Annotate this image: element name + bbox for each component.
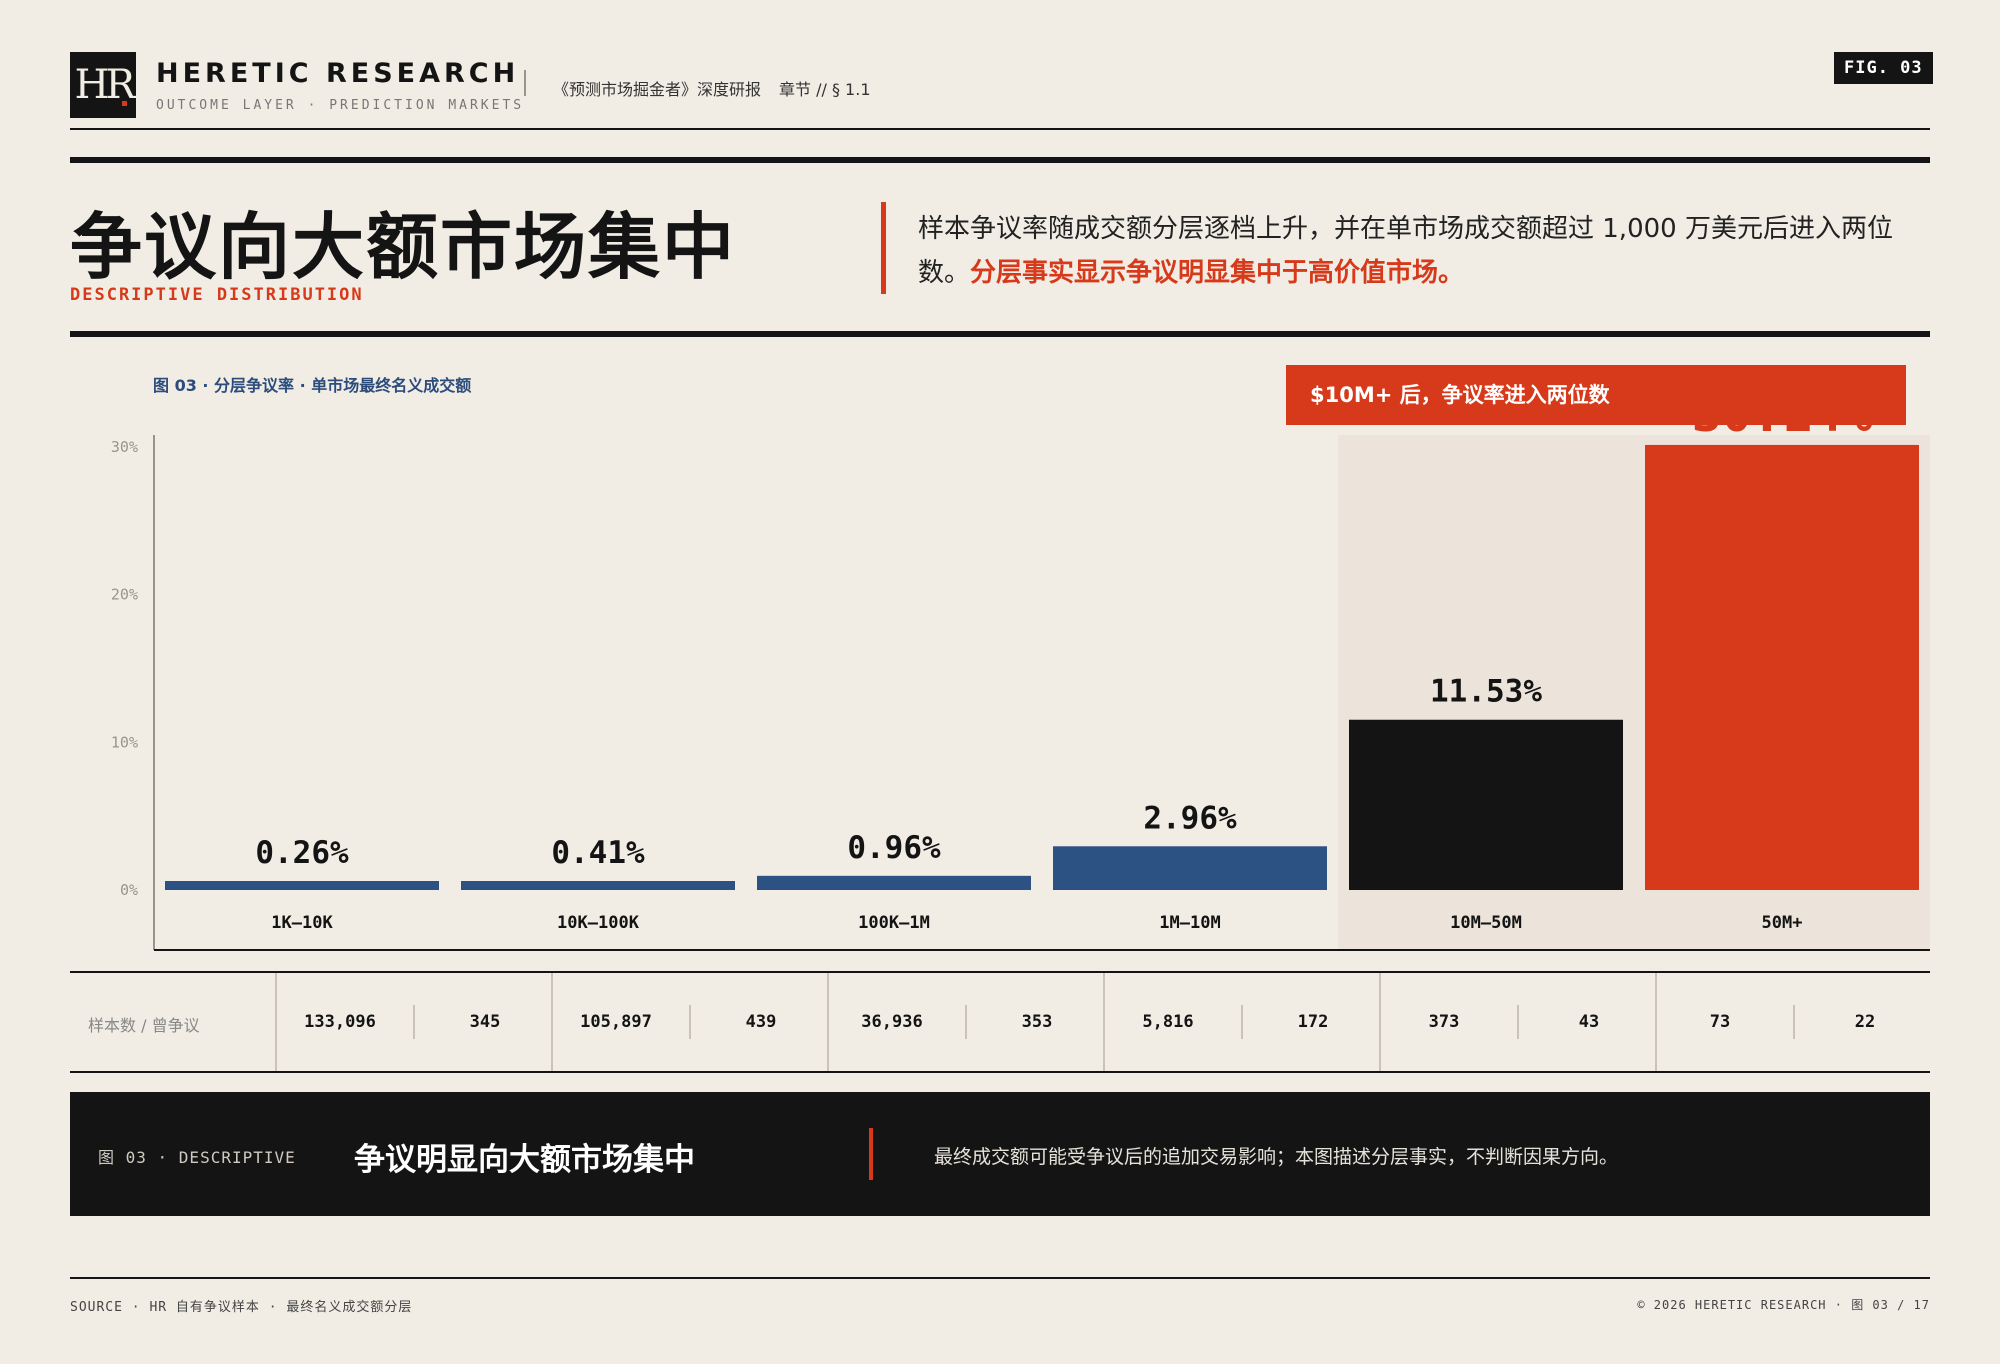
disputed-count: 345 — [469, 1012, 501, 1032]
bar — [1053, 846, 1327, 890]
y-tick-label: 20% — [111, 586, 138, 604]
table-divider — [551, 973, 553, 1071]
bar — [1645, 444, 1919, 890]
page-description: 样本争议率随成交额分层逐档上升，并在单市场成交额超过 1,000 万美元后进入两… — [918, 207, 1930, 295]
table-divider — [1103, 973, 1105, 1071]
table-divider — [275, 973, 277, 1071]
logo: HR — [70, 52, 136, 118]
source-note: SOURCE · HR 自有争议样本 · 最终名义成交额分层 — [70, 1300, 413, 1315]
band-accent-bar — [869, 1128, 873, 1180]
sample-count: 373 — [1428, 1012, 1460, 1032]
x-tick-label: 1K–10K — [271, 913, 333, 933]
header-divider — [524, 70, 526, 96]
table-divider — [1379, 973, 1381, 1071]
table-bottom-rule — [70, 1071, 1930, 1073]
y-tick-label: 30% — [111, 438, 138, 456]
breadcrumb: 《预测市场掘金者》深度研报 章节 // § 1.1 — [553, 76, 871, 100]
disputed-count: 439 — [745, 1012, 777, 1032]
copyright: © 2026 HERETIC RESEARCH · 图 03 / 17 — [1637, 1298, 1930, 1312]
report-name: 《预测市场掘金者》深度研报 — [553, 80, 762, 99]
figure-badge: FIG. 03 — [1834, 52, 1933, 84]
brand-name: HERETIC RESEARCH — [156, 58, 520, 89]
data-label: 0.96% — [847, 830, 941, 866]
bar — [757, 875, 1031, 890]
disputed-count: 172 — [1297, 1012, 1329, 1032]
page-subtitle: DESCRIPTIVE DISTRIBUTION — [70, 285, 364, 305]
page-title: 争议向大额市场集中 — [70, 205, 737, 289]
x-tick-label: 1M–10M — [1159, 913, 1220, 933]
callout-banner: $10M+ 后，争议率进入两位数 — [1286, 365, 1906, 425]
x-tick-label: 10M–50M — [1450, 913, 1522, 933]
data-label: 0.26% — [255, 835, 349, 871]
bar — [1349, 719, 1623, 890]
sample-count: 105,897 — [580, 1012, 652, 1032]
bar — [461, 881, 735, 890]
band-tag: 图 03 · DESCRIPTIVE — [98, 1148, 296, 1167]
data-label: 2.96% — [1143, 800, 1237, 836]
logo-dot — [122, 101, 127, 106]
footer-rule — [70, 1277, 1930, 1279]
table-divider — [1793, 1005, 1795, 1039]
brand-subtitle: OUTCOME LAYER · PREDICTION MARKETS — [156, 98, 525, 113]
y-tick-label: 10% — [111, 733, 138, 751]
disputed-count: 22 — [1854, 1012, 1876, 1032]
x-tick-label: 10K–100K — [557, 913, 640, 933]
section-label: 章节 // § 1.1 — [779, 80, 871, 99]
y-tick-label: 0% — [120, 881, 138, 899]
title-top-rule — [70, 157, 1930, 163]
band-title: 争议明显向大额市场集中 — [354, 1142, 695, 1178]
band-note: 最终成交额可能受争议后的追加交易影响；本图描述分层事实，不判断因果方向。 — [934, 1146, 1619, 1168]
table-row-label: 样本数 / 曾争议 — [88, 1016, 200, 1035]
table-divider — [1517, 1005, 1519, 1039]
table-divider — [413, 1005, 415, 1039]
sample-count: 5,816 — [1142, 1012, 1194, 1032]
description-accent-bar — [881, 202, 886, 294]
table-divider — [1241, 1005, 1243, 1039]
sample-count: 133,096 — [304, 1012, 376, 1032]
title-bottom-rule — [70, 331, 1930, 337]
data-label: 11.53% — [1430, 674, 1542, 710]
sample-count: 73 — [1709, 1012, 1731, 1032]
x-tick-label: 100K–1M — [858, 913, 930, 933]
chart-caption: 图 03 · 分层争议率 · 单市场最终名义成交额 — [153, 376, 472, 395]
description-highlight: 分层事实显示争议明显集中于高价值市场。 — [970, 258, 1465, 288]
summary-band — [70, 1092, 1930, 1216]
logo-text: HR — [74, 62, 136, 108]
table-divider — [689, 1005, 691, 1039]
disputed-count: 353 — [1021, 1012, 1053, 1032]
table-divider — [1655, 973, 1657, 1071]
data-label: 0.41% — [551, 835, 645, 871]
sample-count: 36,936 — [861, 1012, 923, 1032]
description-text: 样本争议率随成交额分层逐档上升，并在单市场成交额超过 1,000 万美元后进入两… — [918, 214, 1893, 288]
table-divider — [827, 973, 829, 1071]
bar — [165, 881, 439, 890]
header-rule — [70, 128, 1930, 130]
disputed-count: 43 — [1578, 1012, 1600, 1032]
x-tick-label: 50M+ — [1762, 913, 1803, 933]
table-divider — [965, 1005, 967, 1039]
table-top-rule — [70, 971, 1930, 973]
